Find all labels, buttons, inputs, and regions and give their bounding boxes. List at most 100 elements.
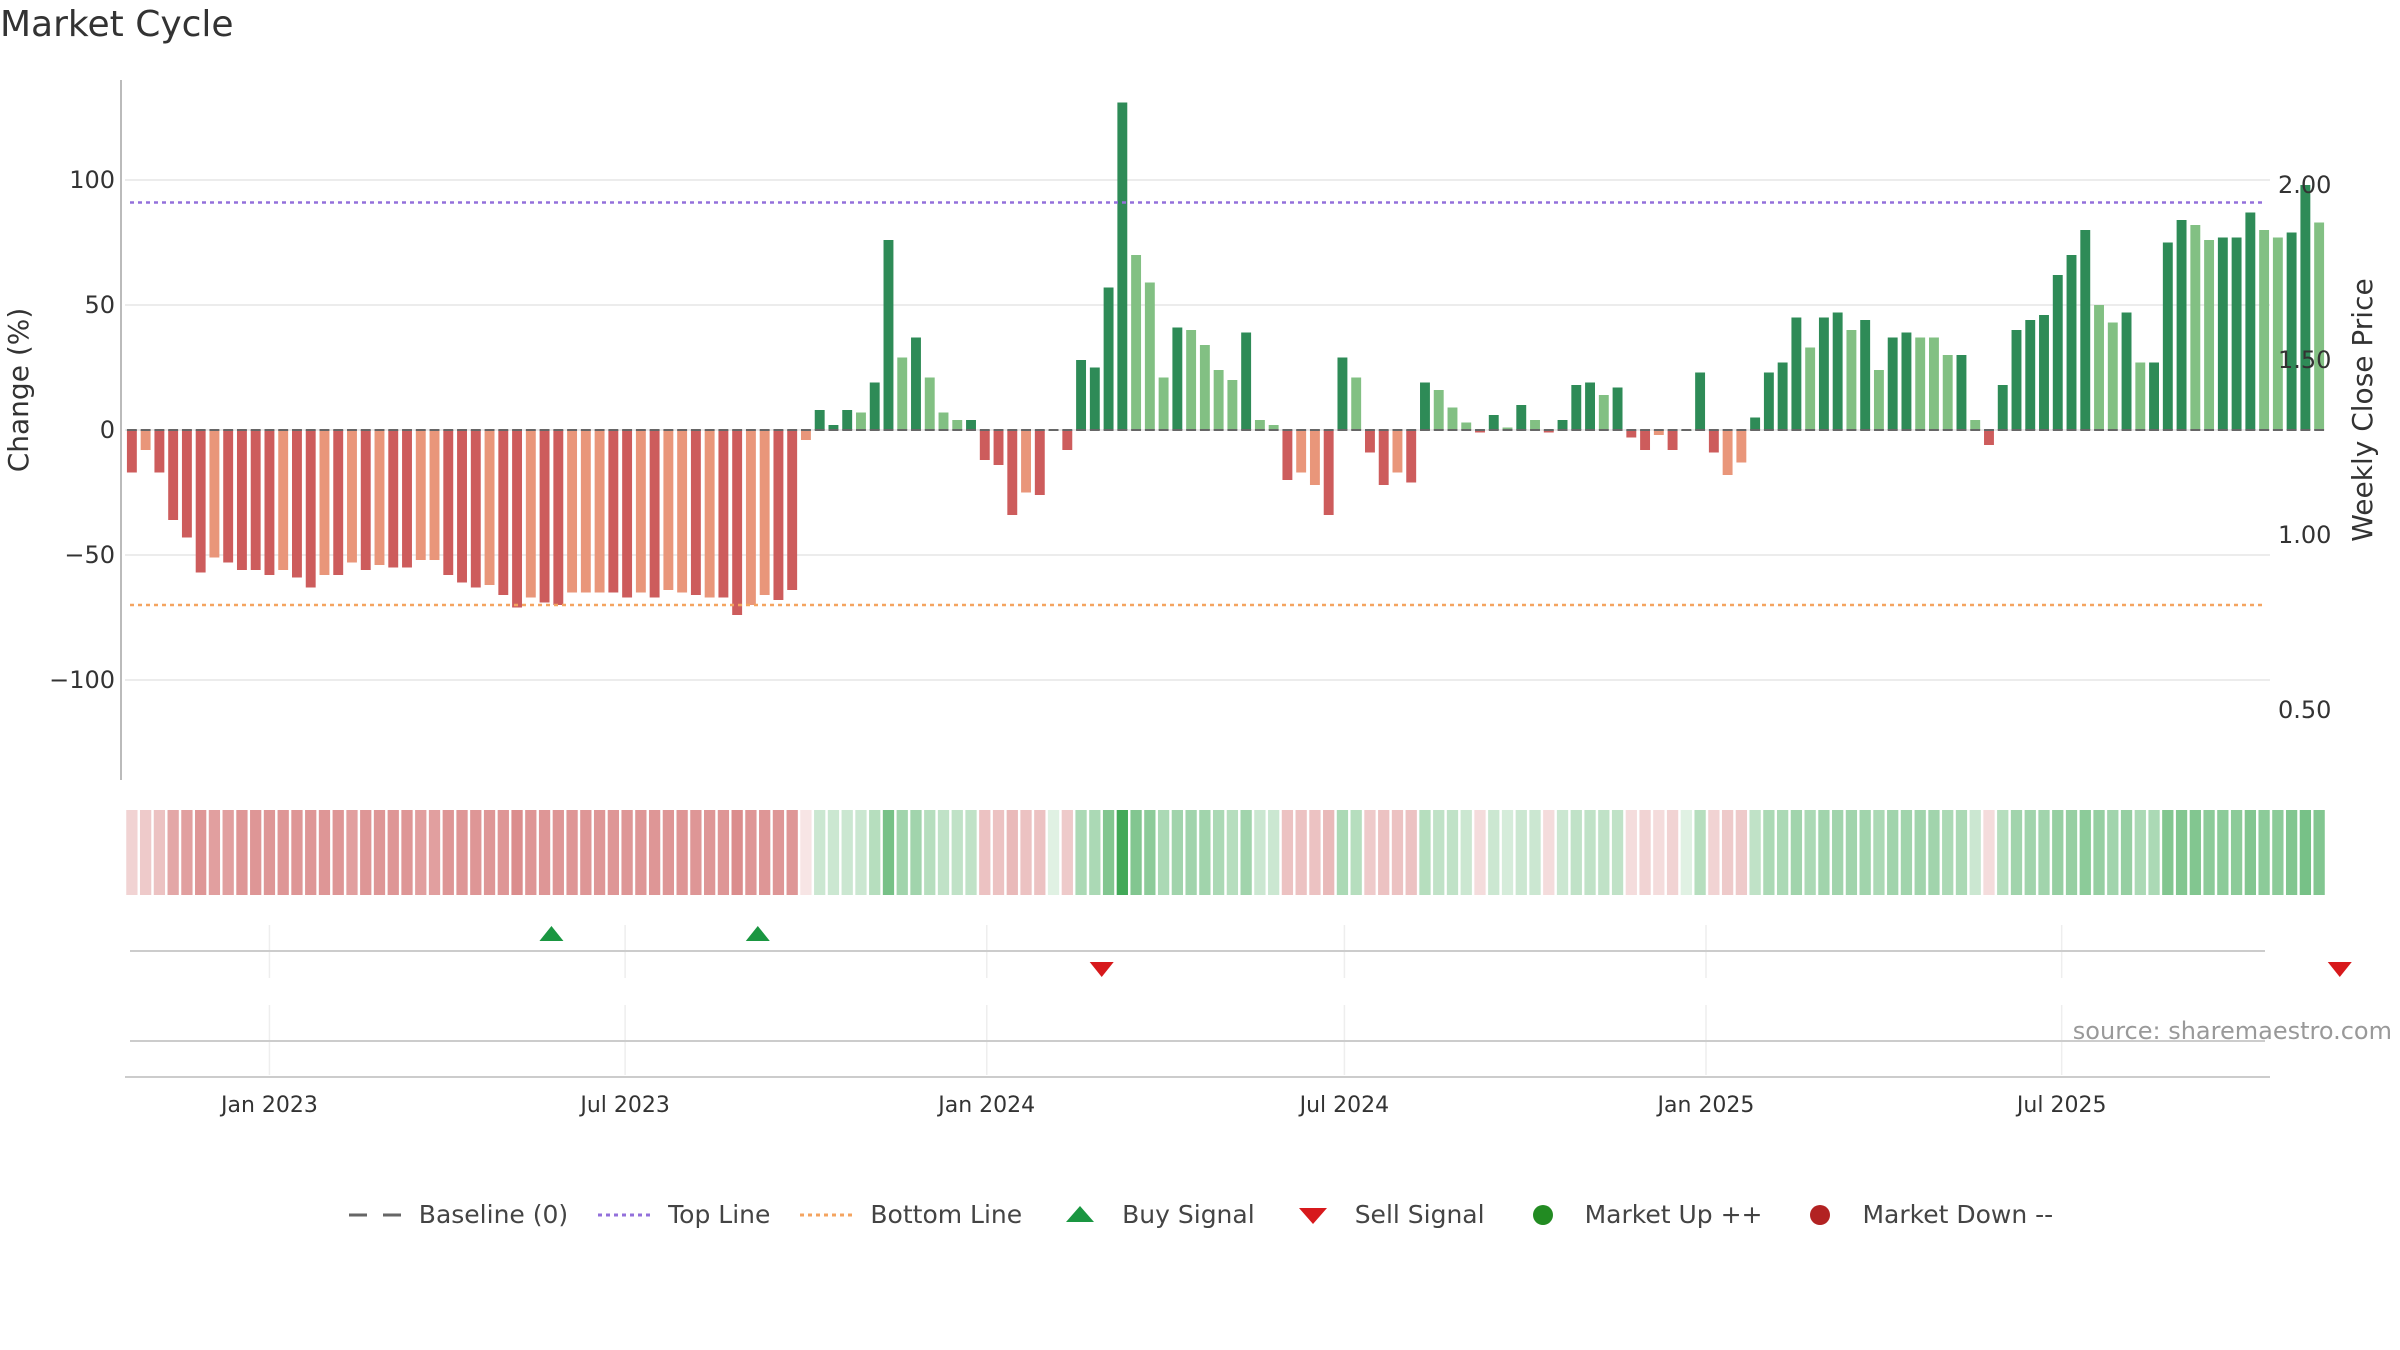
heat-cell [2285, 810, 2298, 895]
bar [2066, 255, 2077, 430]
bar [181, 430, 192, 538]
heat-cell [1969, 810, 1981, 895]
heat-cell [1653, 810, 1665, 895]
bar [553, 430, 564, 605]
heat-cell [951, 810, 963, 895]
bar [649, 430, 660, 598]
heat-cell [442, 810, 454, 895]
bar [1818, 317, 1829, 430]
bar [236, 430, 247, 570]
bar [814, 410, 825, 430]
bar [594, 430, 605, 593]
bar [1172, 327, 1183, 430]
bar [1296, 430, 1307, 473]
heat-cell [538, 810, 551, 895]
bar [897, 357, 908, 430]
heat-cell [1254, 810, 1266, 895]
x-tick-label: Jul 2025 [2015, 1093, 2107, 1118]
bar [126, 430, 137, 473]
heat-cell [1309, 810, 1321, 895]
bar [1186, 330, 1197, 430]
bar [1708, 430, 1719, 453]
heat-cell [1887, 810, 1899, 895]
y-tick-label: −100 [49, 666, 115, 694]
bar [677, 430, 688, 593]
bar [1777, 362, 1788, 430]
heat-cell [525, 810, 537, 895]
bar [1763, 372, 1774, 430]
heat-cell [1268, 810, 1280, 895]
bar [2011, 330, 2022, 430]
bar [2080, 230, 2091, 430]
bar [1750, 417, 1761, 430]
bar [264, 430, 275, 575]
heat-cell [1543, 810, 1555, 895]
bar [1076, 360, 1087, 430]
bar [2300, 185, 2311, 430]
heat-cell [2313, 810, 2325, 895]
heat-cell [2148, 810, 2160, 895]
bar [470, 430, 481, 588]
bar [2176, 220, 2187, 430]
circle-green-icon [1532, 1204, 1553, 1225]
bar [635, 430, 646, 593]
bar [1007, 430, 1018, 515]
heat-cell [470, 810, 482, 895]
bar [374, 430, 385, 565]
heat-cell [139, 810, 152, 895]
bar [1323, 430, 1334, 515]
heat-cell [1116, 810, 1128, 895]
market-row [130, 1005, 2265, 1075]
heat-cell [1295, 810, 1307, 895]
bar [250, 430, 261, 570]
heat-cell [1914, 810, 1926, 895]
buy-signal-marker [745, 926, 770, 941]
heat-cell [401, 810, 413, 895]
heat-cell [1584, 810, 1596, 895]
bar [278, 430, 289, 570]
bar [732, 430, 743, 615]
heat-cell [979, 810, 991, 895]
bar [2052, 275, 2063, 430]
bar [1887, 337, 1898, 430]
bar [2162, 242, 2173, 430]
legend-label: Top Line [668, 1200, 771, 1229]
bar [663, 430, 674, 590]
heat-cell [1708, 810, 1720, 895]
legend-label: Buy Signal [1122, 1200, 1255, 1229]
heat-cell [759, 810, 771, 895]
heat-cell [415, 810, 427, 895]
bar [787, 430, 798, 590]
heat-cell [1900, 810, 1913, 895]
heat-cell [305, 810, 317, 895]
heat-cell [2189, 810, 2201, 895]
bar [415, 430, 426, 560]
bar [2190, 225, 2201, 430]
bar [856, 412, 866, 430]
bar [1241, 332, 1252, 430]
legend-item: Market Down -- [1790, 1200, 2053, 1229]
heat-cell [827, 810, 840, 895]
bar [1502, 427, 1513, 430]
bar [429, 430, 440, 560]
bar [1557, 420, 1568, 430]
bar [319, 430, 330, 575]
bar [567, 430, 578, 593]
bar [1282, 430, 1293, 480]
bar [1736, 430, 1747, 463]
heat-cell [1529, 810, 1541, 895]
bar [622, 430, 633, 598]
bar [2094, 305, 2104, 430]
bar [2204, 240, 2215, 430]
heat-cell [2299, 810, 2312, 895]
legend-item: Top Line [596, 1200, 770, 1229]
bar [1447, 407, 1458, 430]
heat-cell [195, 810, 207, 895]
heat-cell [1721, 810, 1734, 895]
bar [1131, 255, 1142, 430]
heat-cell [1804, 810, 1816, 895]
heat-cell [869, 810, 881, 895]
circle-red-icon [1810, 1204, 1831, 1225]
bar [1089, 367, 1100, 430]
x-tick-label: Jul 2024 [1298, 1093, 1390, 1118]
